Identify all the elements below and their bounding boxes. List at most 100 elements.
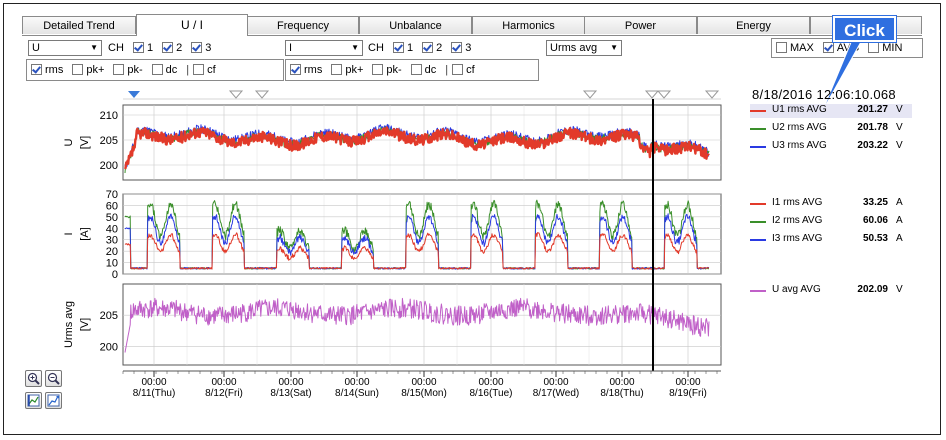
checkbox-label: pk- (127, 64, 143, 76)
right-ch-label: CH (368, 42, 384, 54)
checkbox[interactable] (72, 64, 84, 75)
checkbox[interactable] (451, 42, 463, 53)
checkbox-label: rms (304, 64, 323, 76)
x-tick-date: 8/18(Thu) (600, 388, 643, 399)
series-i2 (124, 199, 710, 270)
legend-item[interactable]: U1 rms AVG 201.27 V (750, 104, 912, 118)
tab-frequency[interactable]: Frequency (247, 16, 359, 34)
option-MIN-toggle[interactable]: MIN (868, 42, 902, 54)
left-options-row: rms pk+ pk-dc | cf (31, 62, 225, 78)
event-marker-icon (582, 90, 598, 99)
legend-swatch (750, 110, 766, 112)
legend-swatch (750, 290, 766, 292)
y-tick-label: 40 (106, 223, 118, 235)
y-axis-label: Urms avg (63, 301, 75, 348)
checkbox[interactable] (132, 42, 144, 53)
option-MAX-toggle[interactable]: MAX (776, 42, 814, 54)
option-pk-toggle[interactable]: pk- (113, 64, 143, 76)
checkbox[interactable] (392, 42, 404, 53)
right-options-box (285, 59, 539, 81)
legend-item[interactable]: U3 rms AVG 203.22 V (750, 140, 912, 154)
option-pk-toggle[interactable]: pk- (372, 64, 402, 76)
extra-select[interactable]: Urms avg ▼ (546, 40, 622, 56)
zoom-in-icon (27, 372, 40, 385)
checkbox[interactable] (151, 64, 163, 75)
left-signal-select[interactable]: U ▼ (28, 40, 102, 56)
x-tick-time: 00:00 (344, 377, 369, 388)
checkbox[interactable] (193, 64, 205, 75)
right-signal-value: I (289, 42, 293, 54)
option-2-toggle[interactable]: 2 (162, 42, 182, 54)
legend-value: 201.78 (857, 122, 888, 133)
x-tick-time: 00:00 (675, 377, 700, 388)
checkbox[interactable] (868, 42, 880, 53)
checkbox[interactable] (422, 42, 434, 53)
x-tick-date: 8/14(Sun) (335, 388, 379, 399)
tab-detailed-trend[interactable]: Detailed Trend (22, 16, 136, 34)
legend-swatch (750, 239, 766, 241)
checkbox[interactable] (410, 64, 422, 75)
tab-power[interactable]: Power (584, 16, 697, 34)
legend-unit: A (896, 197, 903, 208)
right-signal-select[interactable]: I ▼ (285, 40, 363, 56)
auto-scale-button[interactable] (25, 392, 42, 409)
option-pk-toggle[interactable]: pk+ (331, 64, 363, 76)
checkbox[interactable] (162, 42, 174, 53)
option-dc-toggle[interactable]: dc (410, 64, 436, 76)
option-dc-toggle[interactable]: dc (151, 64, 178, 76)
option-3-toggle[interactable]: 3 (451, 42, 471, 54)
checkbox[interactable] (191, 42, 203, 53)
checkbox-label: MIN (882, 42, 903, 54)
extra-select-value: Urms avg (550, 42, 598, 54)
trend-button[interactable] (45, 392, 62, 409)
option-1-toggle[interactable]: 1 (132, 42, 153, 54)
legend-item[interactable]: I2 rms AVG 60.06 A (750, 215, 912, 229)
zoom-out-button[interactable] (45, 370, 62, 387)
series-i3 (124, 213, 709, 270)
checkbox-label: pk+ (345, 64, 364, 76)
x-tick-time: 00:00 (543, 377, 568, 388)
tab-u-i[interactable]: U / I (136, 14, 248, 36)
tab-divider (22, 35, 922, 36)
legend-name: I2 rms AVG (772, 215, 823, 226)
option-pk-toggle[interactable]: pk+ (72, 64, 104, 76)
option-1-toggle[interactable]: 1 (392, 42, 413, 54)
option-3-toggle[interactable]: 3 (191, 42, 211, 54)
series-i1 (124, 232, 710, 270)
option-2-toggle[interactable]: 2 (422, 42, 442, 54)
checkbox[interactable] (290, 64, 301, 75)
event-marker-icon (644, 90, 660, 99)
x-tick-time: 00:00 (411, 377, 436, 388)
tab-unbalance[interactable]: Unbalance (359, 16, 472, 34)
series-u1 (123, 126, 710, 170)
legend-name: U avg AVG (772, 284, 821, 295)
legend-unit: A (896, 233, 903, 244)
tab-harmonics[interactable]: Harmonics (472, 16, 585, 34)
option-rms-toggle[interactable]: rms (31, 64, 63, 76)
zoom-in-button[interactable] (25, 370, 42, 387)
tab-energy[interactable]: Energy (697, 16, 810, 34)
checkbox[interactable] (331, 64, 343, 75)
y-tick-label: 30 (106, 235, 118, 247)
x-tick-time: 00:00 (478, 377, 503, 388)
event-marker-icon (656, 90, 672, 99)
y-tick-label: 205 (100, 310, 118, 322)
checkbox[interactable] (113, 64, 125, 75)
legend-item[interactable]: I1 rms AVG 33.25 A (750, 197, 912, 211)
checkbox[interactable] (452, 64, 464, 75)
series-uavg (124, 297, 710, 353)
y-axis-label: U (63, 138, 75, 146)
checkbox[interactable] (31, 64, 42, 75)
legend-item[interactable]: I3 rms AVG 50.53 A (750, 233, 912, 247)
option-rms-toggle[interactable]: rms (290, 64, 322, 76)
legend-item[interactable]: U2 rms AVG 201.78 V (750, 122, 912, 136)
checkbox-label: cf (207, 64, 216, 76)
option-cf-toggle[interactable]: cf (452, 64, 475, 76)
option-cf-toggle[interactable]: cf (193, 64, 216, 76)
legend-item[interactable]: U avg AVG 202.09 V (750, 284, 912, 298)
checkbox[interactable] (776, 42, 787, 53)
trend-icon (47, 394, 60, 407)
checkbox[interactable] (372, 64, 384, 75)
checkbox-label: dc (165, 64, 178, 76)
checkbox[interactable] (822, 42, 834, 53)
